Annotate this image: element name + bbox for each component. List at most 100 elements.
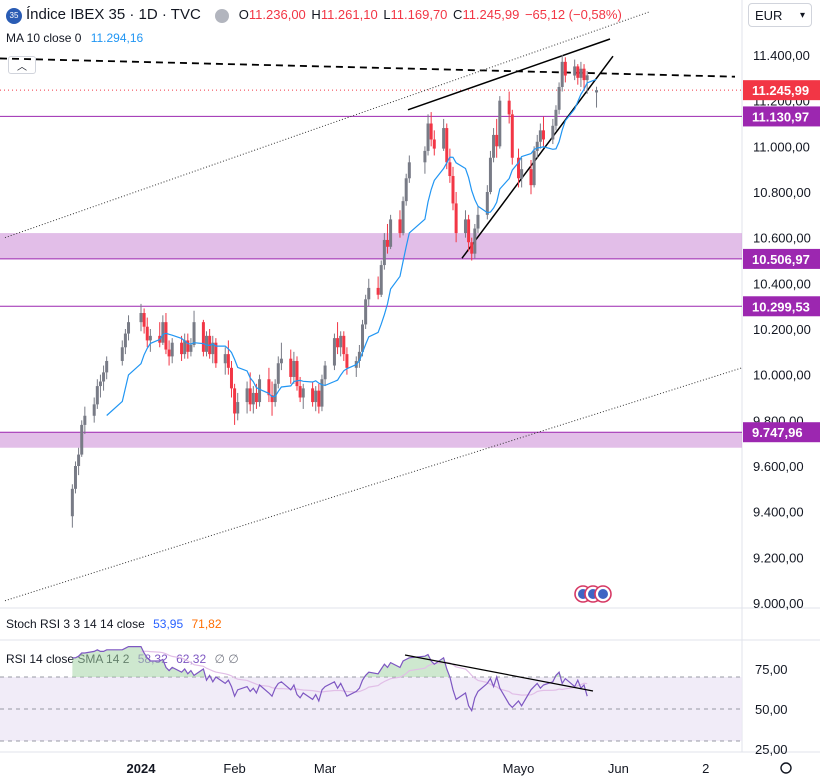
y-tick-label: 10.600,00	[753, 231, 811, 246]
candle	[139, 303, 143, 332]
candle-body	[488, 157, 492, 192]
candle-body	[485, 192, 489, 215]
candle-body	[345, 354, 349, 368]
candle-body	[223, 354, 227, 364]
collapse-legend-button[interactable]: ︿	[8, 56, 36, 74]
candle	[314, 386, 318, 412]
chart-title[interactable]: Índice IBEX 35 · 1D · TVC	[26, 6, 201, 23]
price-label-bg	[743, 106, 820, 127]
candle-body	[148, 335, 152, 341]
candle-body	[251, 392, 255, 405]
stoch-rsi-header[interactable]: Stoch RSI 3 3 14 14 close 53,95 71,82	[6, 617, 222, 631]
stoch-rsi-d: 71,82	[191, 617, 222, 631]
candle	[595, 86, 599, 108]
candle-body	[229, 367, 233, 389]
candle	[579, 61, 583, 87]
candle-body	[145, 326, 149, 341]
candle	[317, 383, 321, 414]
y-tick-label: 9.600,00	[753, 459, 804, 474]
settings-dot-icon[interactable]	[214, 8, 229, 23]
candle	[83, 406, 87, 435]
candle-body	[336, 338, 340, 348]
candle-body	[123, 333, 127, 348]
candle	[448, 148, 452, 183]
candle	[233, 383, 237, 425]
candle-body	[233, 388, 237, 414]
candle	[517, 148, 521, 188]
candle	[429, 112, 433, 147]
candle	[267, 367, 271, 403]
candle	[98, 374, 102, 398]
candle	[73, 461, 77, 494]
candle	[95, 379, 99, 409]
candle-body	[579, 68, 583, 78]
price-label: 11.245,99	[752, 83, 809, 98]
candle	[376, 276, 380, 300]
candle	[463, 210, 467, 238]
ohlc-close: 11.245,99	[462, 7, 520, 22]
candle-body	[192, 322, 196, 345]
rsi-sma-line	[140, 650, 588, 696]
candle	[432, 130, 436, 156]
candle-body	[473, 228, 477, 254]
y-tick-label: 10.400,00	[753, 276, 811, 291]
candle	[226, 340, 230, 375]
candle	[364, 294, 368, 329]
candle	[105, 356, 109, 380]
candle-body	[311, 388, 315, 403]
candle-body	[361, 324, 365, 352]
candle-body	[226, 354, 230, 368]
symbol-badge-icon[interactable]: 35	[6, 7, 22, 24]
candle	[382, 233, 386, 270]
candle-body	[495, 134, 499, 147]
ohlc-open-key: O	[238, 7, 249, 22]
candle	[148, 329, 152, 352]
candle	[201, 319, 205, 357]
y-tick-label: 9.200,00	[753, 550, 804, 565]
candle-body	[301, 388, 305, 398]
candle-body	[585, 75, 589, 81]
rsi-extra: ∅ ∅	[214, 652, 239, 666]
candle	[423, 146, 427, 174]
candle	[560, 55, 564, 92]
candle	[332, 333, 336, 371]
candle	[342, 331, 346, 361]
x-tick-label: Jun	[608, 761, 629, 776]
candle-body	[92, 404, 96, 416]
x-tick-label: Mar	[314, 761, 337, 776]
candle-body	[510, 114, 514, 158]
y-tick-label: 9.000,00	[753, 596, 804, 611]
candle-body	[180, 342, 184, 355]
candle-body	[127, 322, 131, 334]
currency-select[interactable]: EUR ▾	[748, 3, 812, 27]
y-tick-label: 9.400,00	[753, 505, 804, 520]
candle-body	[498, 100, 502, 147]
candle-body	[77, 454, 81, 466]
candle-body	[342, 335, 346, 355]
candle	[161, 315, 165, 345]
candle	[401, 196, 405, 236]
candle	[211, 335, 215, 364]
candle	[145, 317, 149, 348]
candle	[236, 392, 240, 421]
dashed-resistance-line	[0, 57, 736, 78]
support-zone	[0, 233, 742, 259]
candle	[273, 379, 277, 407]
candle-body	[582, 68, 586, 81]
candle	[361, 319, 365, 357]
candle-body	[407, 162, 411, 179]
ma-line	[106, 78, 597, 416]
candle-body	[476, 214, 480, 229]
candle	[123, 329, 127, 355]
candle	[495, 118, 499, 158]
candle	[573, 59, 577, 81]
rsi-sma-value: 62,32	[176, 652, 207, 666]
ma-header[interactable]: MA 10 close 0 11.294,16	[6, 31, 143, 45]
candle-body	[445, 128, 449, 163]
candle-body	[454, 203, 458, 234]
candle	[127, 315, 131, 341]
candle-body	[98, 381, 102, 387]
candle	[70, 484, 74, 528]
candle-body	[80, 424, 84, 455]
